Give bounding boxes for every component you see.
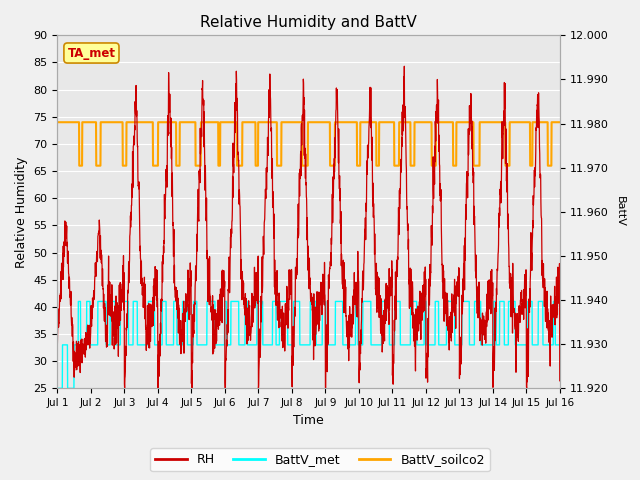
Text: TA_met: TA_met bbox=[67, 47, 115, 60]
X-axis label: Time: Time bbox=[293, 414, 324, 427]
Title: Relative Humidity and BattV: Relative Humidity and BattV bbox=[200, 15, 417, 30]
Legend: RH, BattV_met, BattV_soilco2: RH, BattV_met, BattV_soilco2 bbox=[150, 448, 490, 471]
Y-axis label: Relative Humidity: Relative Humidity bbox=[15, 156, 28, 267]
Y-axis label: BattV: BattV bbox=[615, 196, 625, 227]
